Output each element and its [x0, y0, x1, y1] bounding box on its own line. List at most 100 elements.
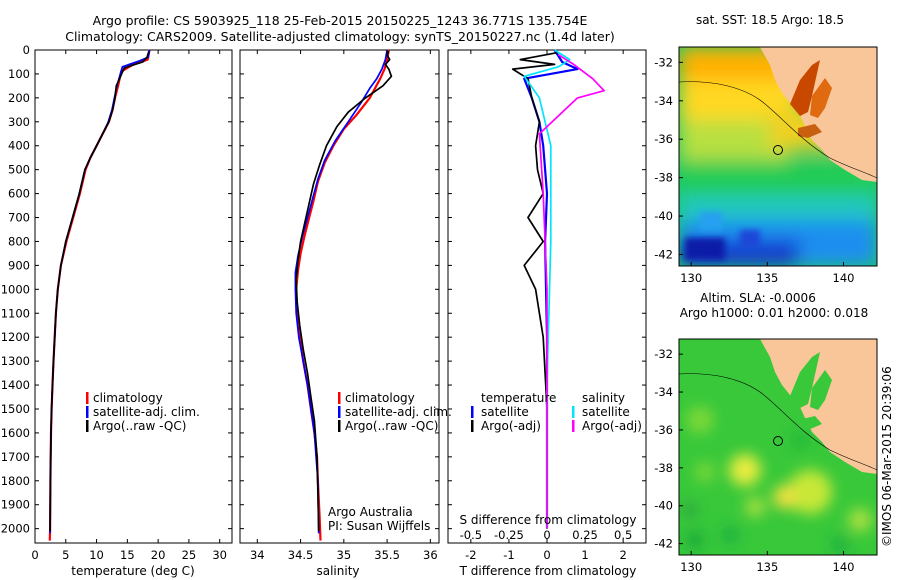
temperature-panel: 0100200300400500600700800900100011001200… [1, 43, 233, 578]
map-y-tick-label: -32 [654, 55, 673, 69]
x-tick-label: 0 [31, 548, 38, 562]
annotation-argo-australia: Argo Australia [328, 505, 413, 519]
legend-swatch-climatology [86, 392, 89, 404]
x-tick-label: 1 [581, 548, 588, 562]
title-line2: Climatology: CARS2009. Satellite-adjuste… [65, 29, 615, 44]
y-tick-label: 1100 [1, 306, 30, 320]
legend-label-argo: Argo(..raw -QC) [93, 419, 186, 433]
map-y-tick-label: -40 [654, 209, 673, 223]
x-tick-label: 25 [182, 548, 197, 562]
series-line-s-satellite [523, 49, 571, 529]
series-line-climatology [48, 49, 151, 541]
x-tick-label: 2 [619, 548, 626, 562]
salinity-panel: 34 34.5 35 35.5 36 salinity climatology sate… [239, 49, 452, 578]
map-y-tick-label: -42 [654, 247, 673, 261]
map-y-tick-label: -42 [654, 537, 673, 551]
sst-map-title: sat. SST: 18.5 Argo: 18.5 [696, 13, 844, 27]
map-y-tick-label: -34 [654, 385, 673, 399]
series-line-argo-raw-qc- [295, 50, 393, 532]
x-tick-label: 0 [543, 548, 550, 562]
legend-swatch-satellite [86, 406, 89, 418]
legend-swatch-s-satellite [572, 406, 575, 418]
legend-swatch-s-argo [572, 420, 575, 432]
map-y-tick-label: -34 [654, 94, 673, 108]
legend-swatch-argo [86, 420, 89, 432]
x-tick-label: 5 [62, 548, 69, 562]
legend-label-t-argo: Argo(-adj) [481, 419, 541, 433]
difference-legend: temperature salinity satellite Argo(-adj… [471, 391, 642, 433]
x-tick-label: 36 [423, 548, 438, 562]
sst-map-frame [678, 46, 878, 267]
top-x-tick-label: 0.25 [572, 528, 598, 542]
y-tick-label: 200 [8, 91, 30, 105]
map-x-tick-label: 130 [680, 271, 702, 285]
map-y-tick-label: -32 [654, 347, 673, 361]
x-tick-label: 34 [250, 548, 265, 562]
map-y-tick-label: -40 [654, 499, 673, 513]
legend-title-temperature: temperature [481, 391, 556, 405]
x-tick-label: 15 [120, 548, 135, 562]
x-tick-label: 35 [337, 548, 352, 562]
y-tick-label: 600 [8, 187, 30, 201]
temperature-xlabel: temperature (deg C) [71, 564, 194, 578]
series-line-satellite-adj-clim- [49, 49, 151, 534]
map-x-tick-label: 135 [756, 560, 778, 574]
map-y-tick-label: -36 [654, 132, 673, 146]
series-line-satellite-adj-clim- [294, 49, 388, 534]
sla-map: Altim. SLA: -0.0006 Argo h1000: 0.01 h20… [654, 291, 878, 574]
top-x-tick-label: 0.5 [614, 528, 632, 542]
difference-top-xlabel: S difference from climatology [460, 513, 637, 527]
y-tick-label: 0 [23, 43, 30, 57]
sla-argo-marker [773, 436, 783, 446]
x-tick-label: -2 [465, 548, 476, 562]
sla-map-title-line2: Argo h1000: 0.01 h2000: 0.018 [680, 306, 869, 320]
x-tick-label: -1 [503, 548, 514, 562]
y-tick-label: 900 [8, 258, 30, 272]
salinity-xlabel: salinity [316, 564, 359, 578]
legend-swatch-argo [338, 420, 341, 432]
legend-swatch-t-argo [471, 420, 474, 432]
sst-argo-marker [773, 145, 783, 155]
y-tick-label: 1800 [1, 474, 30, 488]
y-tick-label: 1900 [1, 498, 30, 512]
series-line-t-satellite [523, 49, 579, 529]
legend-swatch-climatology [338, 392, 341, 404]
x-tick-label: 30 [212, 548, 227, 562]
legend-label-argo: Argo(..raw -QC) [345, 419, 438, 433]
difference-panel: -2 -1 0 1 2 -0.5 -0.25 0 0.25 0.5 S difference f… [447, 49, 647, 578]
difference-xlabel: T difference from climatology [459, 564, 637, 578]
map-y-tick-label: -38 [654, 461, 673, 475]
top-x-tick-label: 0 [543, 528, 550, 542]
y-tick-label: 800 [8, 234, 30, 248]
sla-map-frame [678, 338, 878, 556]
legend-swatch-satellite [338, 406, 341, 418]
y-tick-label: 1600 [1, 426, 30, 440]
top-x-tick-label: -0.5 [460, 528, 482, 542]
map-x-tick-label: 130 [680, 560, 702, 574]
sst-map: sat. SST: 18.5 Argo: 18.5 [654, 13, 878, 285]
map-x-tick-label: 135 [756, 271, 778, 285]
y-tick-label: 700 [8, 211, 30, 225]
series-line-s-argo-adj- [538, 54, 605, 529]
legend-title-salinity: salinity [582, 391, 625, 405]
y-tick-label: 2000 [1, 522, 30, 536]
x-tick-label: 10 [89, 548, 104, 562]
temperature-axes-frame [34, 49, 233, 544]
imos-timestamp-label: ©IMOS 06-Mar-2015 20:39:06 [880, 366, 894, 547]
legend-label-s-argo: Argo(-adj) [582, 419, 642, 433]
legend-label-satellite: satellite-adj. clim. [345, 405, 452, 419]
y-tick-label: 500 [8, 163, 30, 177]
map-x-tick-label: 140 [833, 560, 855, 574]
top-x-tick-label: -0.25 [494, 528, 524, 542]
map-y-tick-label: -38 [654, 171, 673, 185]
sla-map-title-line1: Altim. SLA: -0.0006 [700, 291, 816, 305]
annotation-pi-name: PI: Susan Wijffels [328, 519, 430, 533]
y-tick-label: 100 [8, 67, 30, 81]
legend-label-t-satellite: satellite [481, 405, 529, 419]
y-tick-label: 1300 [1, 354, 30, 368]
map-y-tick-label: -36 [654, 423, 673, 437]
y-tick-label: 1200 [1, 330, 30, 344]
title-line1: Argo profile: CS 5903925_118 25-Feb-2015… [93, 13, 588, 28]
salinity-legend: climatology satellite-adj. clim. Argo(..… [338, 391, 452, 433]
